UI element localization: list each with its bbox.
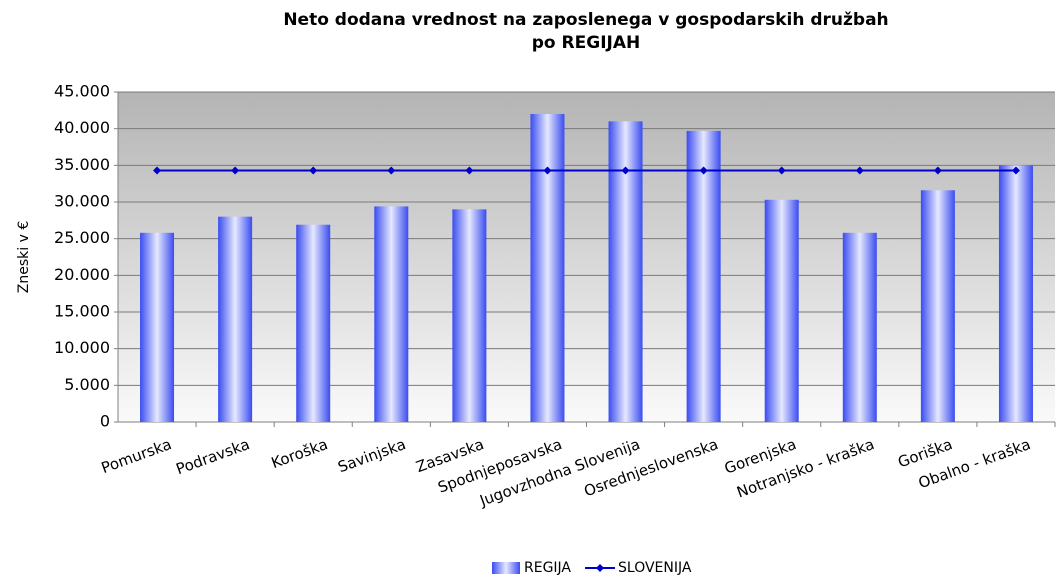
bar	[998, 165, 1033, 423]
x-tick-label: Notranjsko - kraška	[734, 435, 876, 501]
x-tick-label: Osrednjeslovenska	[582, 435, 721, 500]
x-tick-label: Savinjska	[335, 435, 408, 476]
legend-swatch	[492, 562, 520, 574]
y-tick-label: 0	[100, 412, 110, 431]
bar	[842, 232, 877, 422]
x-tick-label: Koroška	[269, 435, 330, 472]
bar	[452, 209, 487, 422]
y-tick-label: 35.000	[54, 155, 110, 174]
bar	[764, 199, 799, 422]
y-tick-label: 5.000	[64, 375, 110, 394]
line-marker	[933, 166, 942, 175]
line-marker	[699, 166, 708, 175]
bar	[374, 206, 409, 422]
line-marker	[309, 166, 318, 175]
line-marker	[465, 166, 474, 175]
x-tick-label: Podravska	[174, 435, 252, 478]
legend-label: SLOVENIJA	[618, 560, 692, 576]
bar	[140, 232, 175, 422]
chart-title: Neto dodana vrednost na zaposlenega v go…	[283, 10, 888, 30]
line-marker	[1011, 166, 1020, 175]
y-tick-label: 10.000	[54, 338, 110, 357]
line-marker	[855, 166, 864, 175]
y-axis-label: Zneski v €	[16, 221, 32, 293]
bar	[920, 190, 955, 422]
line-marker	[231, 166, 240, 175]
x-tick-label: Pomurska	[99, 435, 174, 477]
line-marker	[621, 166, 630, 175]
bar	[608, 121, 643, 422]
chart-title: po REGIJAH	[532, 33, 640, 53]
bar	[218, 216, 253, 422]
y-tick-label: 45.000	[54, 82, 110, 101]
legend-swatch	[596, 564, 605, 572]
y-tick-label: 30.000	[54, 192, 110, 211]
plot-area	[118, 92, 1055, 422]
line-marker	[777, 166, 786, 175]
y-tick-label: 40.000	[54, 118, 110, 137]
bar	[686, 130, 721, 422]
line-marker	[387, 166, 396, 175]
bar	[296, 224, 331, 422]
line-marker	[543, 166, 552, 175]
legend-label: REGIJA	[524, 560, 571, 576]
y-tick-label: 25.000	[54, 228, 110, 247]
line-marker	[153, 166, 162, 175]
y-tick-label: 20.000	[54, 265, 110, 284]
y-tick-label: 15.000	[54, 302, 110, 321]
bar	[530, 114, 565, 422]
